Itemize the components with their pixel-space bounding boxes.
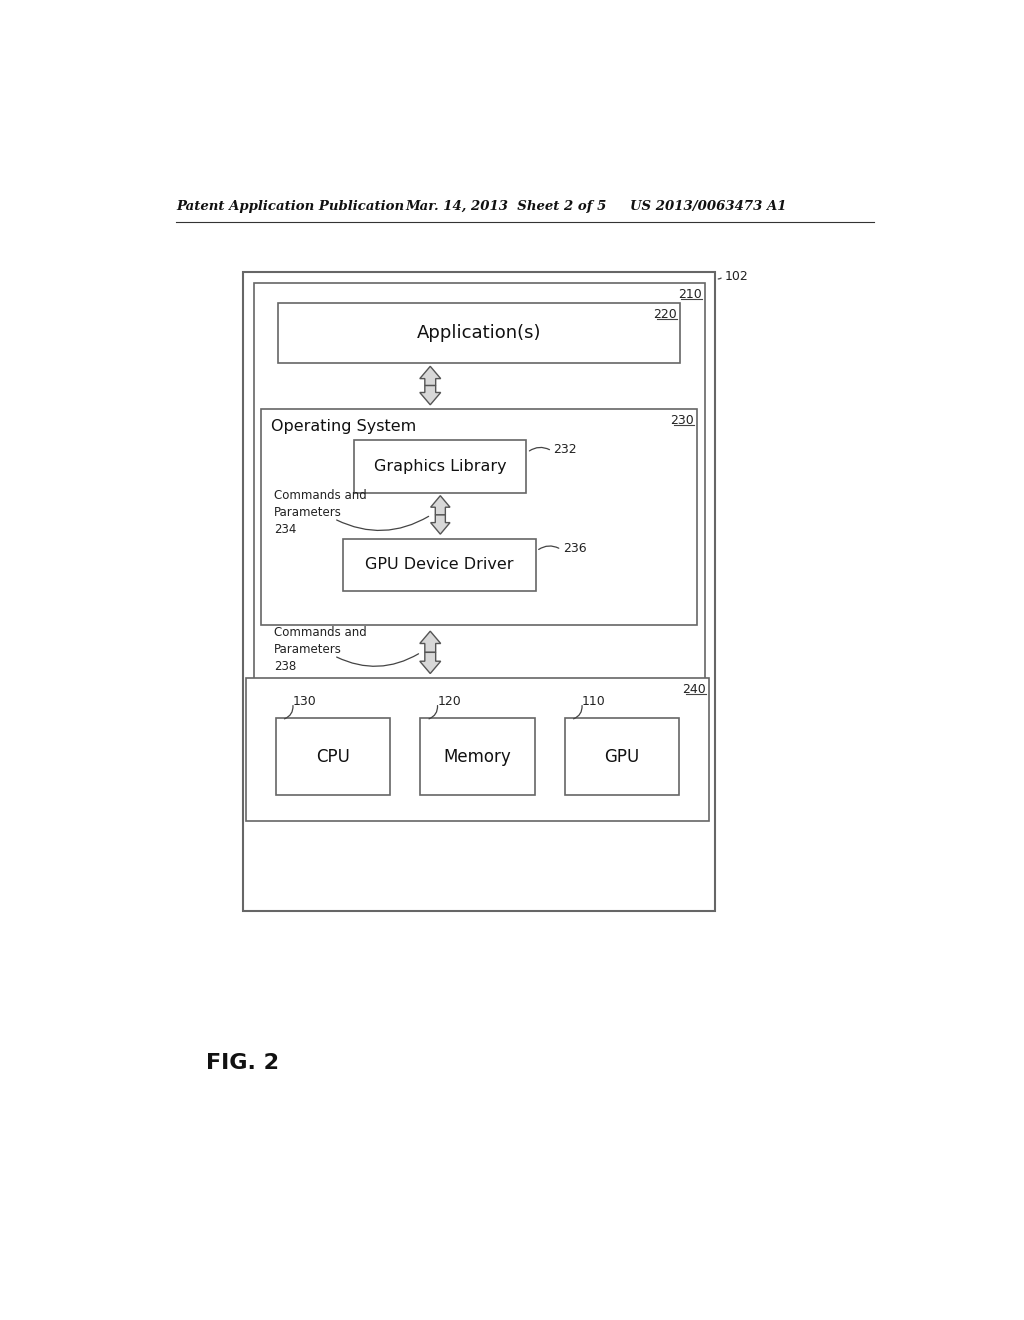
Polygon shape — [420, 652, 440, 673]
Text: Application(s): Application(s) — [417, 325, 542, 342]
Text: GPU: GPU — [604, 747, 640, 766]
Bar — [279, 304, 680, 363]
Bar — [420, 718, 535, 795]
Polygon shape — [431, 496, 450, 515]
Polygon shape — [420, 631, 440, 652]
Bar — [275, 718, 390, 795]
Text: 110: 110 — [582, 694, 605, 708]
Text: Graphics Library: Graphics Library — [374, 459, 507, 474]
Text: 232: 232 — [554, 444, 578, 455]
Polygon shape — [420, 385, 440, 405]
Bar — [564, 718, 679, 795]
Text: 236: 236 — [563, 541, 587, 554]
Text: Commands and
Parameters
234: Commands and Parameters 234 — [273, 490, 367, 536]
Text: 230: 230 — [670, 414, 693, 428]
Text: 210: 210 — [678, 288, 701, 301]
Text: US 2013/0063473 A1: US 2013/0063473 A1 — [630, 199, 786, 213]
Bar — [254, 284, 705, 776]
Text: 120: 120 — [437, 694, 461, 708]
Text: Memory: Memory — [443, 747, 511, 766]
Text: GPU Device Driver: GPU Device Driver — [366, 557, 514, 573]
Text: Patent Application Publication: Patent Application Publication — [176, 199, 404, 213]
Polygon shape — [431, 515, 450, 535]
Bar — [261, 409, 697, 626]
Text: 240: 240 — [682, 682, 707, 696]
Bar — [343, 539, 536, 591]
Bar — [354, 441, 526, 492]
Text: Mar. 14, 2013  Sheet 2 of 5: Mar. 14, 2013 Sheet 2 of 5 — [406, 199, 607, 213]
Text: Operating System: Operating System — [270, 418, 416, 434]
Text: 102: 102 — [725, 269, 749, 282]
Text: CPU: CPU — [316, 747, 350, 766]
Bar — [243, 272, 716, 911]
Text: 220: 220 — [653, 308, 677, 321]
Bar — [246, 678, 710, 821]
Text: FIG. 2: FIG. 2 — [206, 1053, 279, 1073]
Text: Commands and
Parameters
238: Commands and Parameters 238 — [273, 626, 367, 673]
Text: 130: 130 — [293, 694, 316, 708]
Polygon shape — [420, 367, 440, 385]
